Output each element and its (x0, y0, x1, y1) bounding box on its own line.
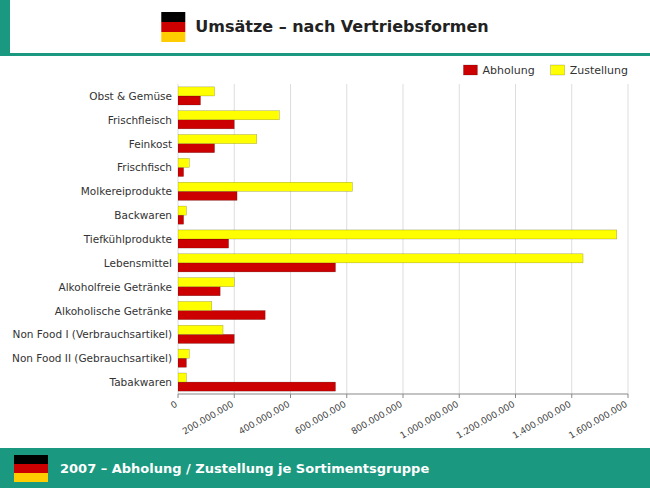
bars (178, 87, 617, 391)
x-tick-label: 600.000.000 (293, 399, 348, 436)
bar (178, 263, 336, 272)
x-tick-labels: 0200.000.000400.000.000600.000.000800.00… (169, 394, 629, 441)
x-tick (290, 394, 291, 398)
footer-text: 2007 – Abholung / Zustellung je Sortimen… (60, 461, 429, 476)
x-tick-label: 800.000.000 (349, 399, 404, 436)
x-tick (178, 394, 179, 398)
bar (178, 325, 223, 334)
bar (178, 278, 234, 287)
legend-label: Abholung (482, 64, 534, 77)
footer-flag-stripe (14, 455, 48, 464)
category-label: Feinkost (129, 138, 172, 150)
category-label: Non Food I (Verbrauchsartikel) (13, 328, 172, 340)
bar (178, 254, 583, 263)
bar (178, 239, 229, 248)
category-label: Backwaren (114, 209, 172, 221)
legend-swatch (463, 65, 477, 75)
bar (178, 96, 201, 105)
bar (178, 311, 265, 320)
header-separator (0, 53, 650, 56)
bar (178, 287, 220, 296)
x-tick-label: 0 (169, 399, 179, 411)
category-label: Alkoholfreie Getränke (59, 281, 172, 293)
footer-flag-stripe (14, 464, 48, 473)
bar (178, 158, 189, 167)
header: Umsätze – nach Vertriebsformen (0, 0, 650, 56)
x-tick (459, 394, 460, 398)
legend-item: Zustellung (551, 64, 628, 77)
bar (178, 373, 186, 382)
flag-stripe (161, 12, 185, 22)
x-tick (515, 394, 516, 398)
category-label: Frischfleisch (108, 114, 172, 126)
x-tick-label: 400.000.000 (237, 399, 292, 436)
x-tick-label: 1.600.000.000 (567, 399, 629, 441)
x-tick (346, 394, 347, 398)
x-tick (571, 394, 572, 398)
category-label: Obst & Gemüse (89, 90, 172, 102)
grid-line (628, 84, 629, 394)
x-axis-line (178, 394, 628, 395)
x-tick (403, 394, 404, 398)
header-strip (0, 0, 10, 56)
x-tick-label: 1.000.000.000 (398, 399, 460, 441)
footer: 2007 – Abholung / Zustellung je Sortimen… (0, 448, 650, 488)
bar (178, 111, 279, 120)
grid (178, 84, 628, 394)
bar (178, 135, 257, 144)
bar (178, 215, 184, 224)
category-label: Frischfisch (117, 161, 172, 173)
bar (178, 191, 237, 200)
bar (178, 167, 184, 176)
bar (178, 230, 617, 239)
y-tick-labels: Tabakwaren Non Food II (Gebrauchsartikel)… (12, 90, 172, 388)
category-label: Non Food II (Gebrauchsartikel) (12, 352, 172, 364)
bar (178, 334, 234, 343)
category-label: Lebensmittel (104, 257, 172, 269)
title: Umsätze – nach Vertriebsformen (195, 17, 488, 36)
x-tick (234, 394, 235, 398)
x-tick-label: 1.400.000.000 (511, 399, 573, 441)
legend-label: Zustellung (570, 64, 628, 77)
category-label: Tabakwaren (108, 376, 172, 388)
bar (178, 301, 212, 310)
legend-item: Abholung (463, 64, 534, 77)
footer-band (0, 448, 650, 488)
bar (178, 382, 336, 391)
category-label: Alkoholische Getränke (55, 305, 172, 317)
legend: Abholung Zustellung (463, 64, 628, 77)
bar (178, 349, 189, 358)
legend-swatch (551, 65, 565, 75)
x-tick-label: 1.200.000.000 (454, 399, 516, 441)
bar (178, 206, 186, 215)
x-tick (628, 394, 629, 398)
category-label: Tiefkühlprodukte (83, 233, 172, 245)
x-tick-label: 200.000.000 (181, 399, 236, 436)
flag-stripe (161, 32, 185, 42)
flag-stripe (161, 22, 185, 32)
bar (178, 358, 186, 367)
bar (178, 144, 215, 153)
chart-root: Umsätze – nach Vertriebsformen 0200.000.0… (0, 0, 650, 488)
bar (178, 120, 234, 129)
footer-flag-stripe (14, 473, 48, 482)
category-label: Molkereiprodukte (81, 185, 172, 197)
bar (178, 182, 352, 191)
bar (178, 87, 215, 96)
